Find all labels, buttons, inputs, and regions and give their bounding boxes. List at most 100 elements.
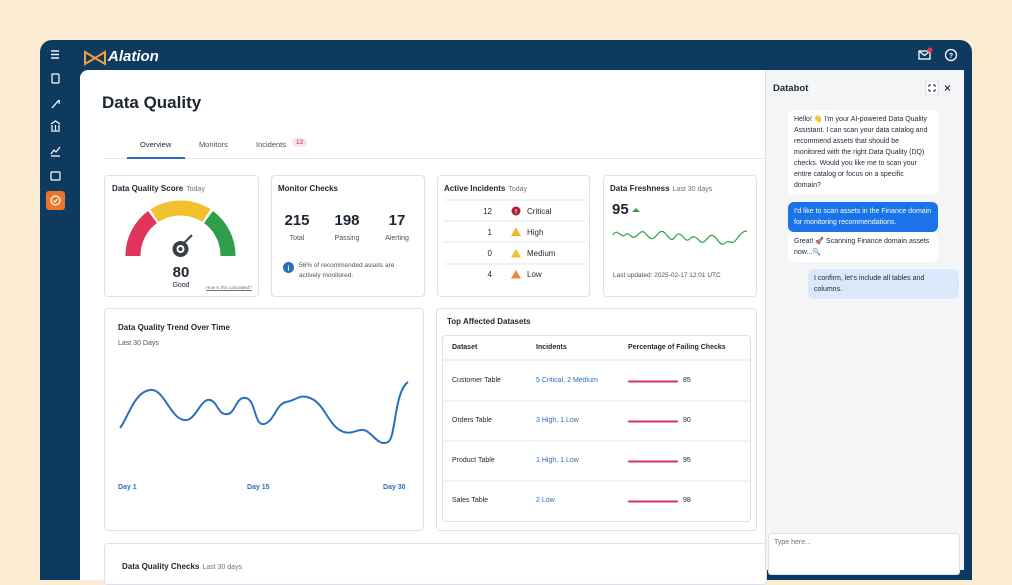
card-period: Last 30 Days — [118, 340, 159, 347]
card-title: Data Freshness Last 30 days — [610, 184, 712, 193]
failing-percent: 85 — [683, 377, 691, 384]
dataset-name: Customer Table — [452, 377, 501, 384]
chat-placeholder: Type here... — [774, 539, 811, 546]
stat-label: Passing — [334, 235, 360, 242]
logo-mark — [84, 50, 106, 66]
bot-message: Great! 🚀 Scanning Finance domain assets … — [788, 232, 938, 262]
tab-badge: 12 — [292, 138, 308, 147]
incident-link[interactable]: 3 High, 1 Low — [536, 417, 579, 424]
user-message: I confirm, let's include all tables and … — [808, 269, 959, 299]
incident-count: 1 — [487, 228, 492, 237]
incident-severity: High — [527, 228, 544, 237]
stat-value: 198 — [334, 212, 360, 229]
user-message: I'd like to scan assets in the Finance d… — [788, 202, 938, 232]
table-lines — [443, 359, 750, 503]
incident-rows: ! — [444, 199, 586, 279]
mail-icon[interactable] — [918, 47, 933, 60]
app: ? Alation Data Quality Overview Monitors… — [40, 40, 972, 585]
period: Last 30 days — [202, 564, 243, 571]
failing-percent: 95 — [683, 457, 691, 464]
nav-govern[interactable] — [50, 120, 61, 132]
title: Active Incidents — [444, 184, 506, 193]
x-label: Day 30 — [383, 484, 406, 491]
nav-data-quality[interactable] — [46, 191, 65, 210]
incident-severity: Low — [527, 270, 542, 279]
failing-percent: 98 — [683, 497, 691, 504]
period: Last 30 days — [672, 186, 713, 193]
tab[interactable]: Monitors — [199, 140, 228, 149]
card-title: Active Incidents Today — [444, 184, 527, 193]
freshness-score: 95 — [612, 201, 629, 218]
databot-controls — [925, 81, 951, 95]
bot-message: Hello! 👋 I'm your AI-powered Data Qualit… — [788, 110, 938, 195]
stat-label: Alerting — [385, 235, 409, 242]
low-icon — [511, 270, 521, 279]
stat-label: Total — [289, 235, 305, 242]
high-icon — [511, 227, 521, 236]
nav-catalog[interactable] — [51, 73, 60, 84]
trend-card — [104, 308, 424, 531]
menu-icon[interactable] — [51, 50, 59, 59]
datasets-card — [436, 308, 757, 531]
card-title: Monitor Checks — [278, 184, 339, 193]
top-bar: ? — [51, 47, 958, 66]
title: Data Freshness — [610, 184, 670, 193]
dataset-name: Orders Table — [452, 417, 492, 424]
datasets-table — [442, 335, 751, 522]
stat-value: 215 — [284, 212, 310, 229]
tab-divider — [104, 158, 765, 159]
freshness-updated: Last updated: 2025-02-17 12:01 UTC — [613, 272, 721, 279]
expand-button[interactable] — [925, 81, 939, 95]
tab-indicator — [127, 157, 185, 159]
nav-marketplace[interactable] — [50, 171, 61, 181]
title: Data Quality Checks — [122, 562, 200, 571]
nav-compose[interactable] — [51, 99, 60, 109]
logo-text: Alation — [108, 48, 159, 65]
incident-severity: Critical — [527, 207, 552, 216]
chat-input[interactable] — [768, 533, 960, 575]
freshness-sparkline — [612, 208, 748, 245]
incident-count: 0 — [487, 249, 492, 258]
incident-count: 12 — [483, 207, 492, 216]
tab[interactable]: Incidents — [256, 140, 287, 149]
help-link[interactable]: How is this calculated? — [206, 285, 252, 290]
tab[interactable]: Overview — [140, 140, 172, 149]
nav-analytics[interactable] — [50, 146, 61, 157]
card-title: Data Quality Checks Last 30 days — [122, 562, 242, 571]
column-header: Percentage of Failing Checks — [628, 344, 726, 351]
dataset-name: Product Table — [452, 457, 495, 464]
databot-title: Databot — [773, 83, 809, 94]
incident-link[interactable]: 2 Low — [536, 497, 555, 504]
gauge — [125, 200, 236, 257]
card-title: Top Affected Datasets — [447, 317, 531, 326]
score-rating: Good — [172, 282, 190, 289]
page-title: Data Quality — [102, 93, 202, 112]
trend-line — [119, 381, 409, 444]
incident-severity: Medium — [527, 249, 556, 258]
svg-text:?: ? — [949, 53, 953, 60]
card-title: Data Quality Trend Over Time — [118, 323, 230, 332]
medium-icon — [511, 249, 521, 258]
column-header: Dataset — [452, 344, 478, 351]
period: Today — [508, 186, 528, 193]
dataset-name: Sales Table — [452, 497, 489, 504]
incident-link[interactable]: 5 Critical, 2 Medium — [536, 377, 598, 384]
help-icon[interactable]: ? — [944, 48, 958, 62]
incident-count: 4 — [487, 270, 492, 279]
monitor-card — [271, 175, 425, 297]
failing-percent: 90 — [683, 417, 691, 424]
period: Today — [186, 186, 205, 193]
incident-link[interactable]: 1 High, 1 Low — [536, 457, 579, 464]
close-button[interactable] — [944, 85, 951, 91]
column-header: Incidents — [536, 344, 567, 351]
svg-text:!: ! — [515, 210, 517, 216]
x-label: Day 15 — [247, 484, 270, 491]
freshness-card — [603, 175, 757, 297]
score-value: 80 — [172, 264, 190, 281]
card-title: Data Quality Score Today — [112, 184, 205, 193]
stat-value: 17 — [388, 212, 406, 229]
title: Data Quality Score — [112, 184, 184, 193]
monitor-note: 56% of recommended assets are actively m… — [299, 262, 395, 279]
critical-icon — [511, 206, 521, 216]
